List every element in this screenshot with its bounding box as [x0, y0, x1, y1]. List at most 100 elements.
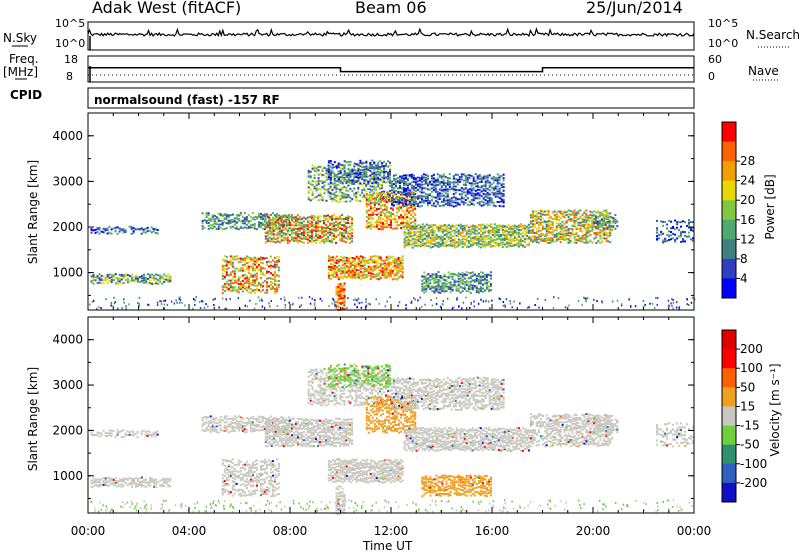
power-cell: [475, 277, 478, 280]
power-cell: [349, 264, 352, 267]
power-cell: [369, 174, 372, 177]
power-cell: [417, 234, 420, 237]
power-cell: [523, 227, 526, 230]
power-cell: [383, 262, 386, 265]
power-cell: [261, 289, 264, 291]
power-cell: [132, 276, 135, 279]
power-cell: [231, 262, 234, 265]
power-cell: [404, 213, 407, 216]
power-cell: [541, 221, 544, 223]
power-cell: [335, 166, 338, 169]
power-cell: [267, 270, 270, 273]
power-cell: [481, 231, 484, 234]
power-cell: [353, 192, 356, 195]
power-cell: [553, 216, 556, 219]
power-cell: [668, 234, 671, 237]
power-cell: [261, 222, 264, 225]
power-cell: [333, 195, 336, 198]
power-cell: [410, 206, 413, 209]
power-cell: [231, 261, 234, 264]
power-cell: [341, 287, 344, 290]
power-cell: [489, 236, 492, 239]
power-cell: [296, 233, 299, 235]
power-cell: [496, 201, 499, 203]
power-cell: [347, 167, 350, 170]
power-cell: [400, 217, 403, 220]
power-near-range-cell: [534, 304, 536, 306]
power-cell: [307, 196, 310, 199]
power-cell: [333, 198, 336, 201]
power-cell: [399, 184, 401, 187]
power-cell: [485, 279, 488, 282]
power-near-range-cell: [112, 305, 114, 308]
power-cell: [280, 239, 283, 242]
power-cell: [102, 231, 105, 234]
power-cell: [543, 210, 546, 213]
power-cell: [257, 257, 260, 260]
power-cell: [353, 194, 356, 197]
power-cell: [253, 227, 256, 230]
power-cell: [243, 287, 246, 290]
power-cell: [118, 273, 121, 276]
power-cell: [469, 245, 472, 248]
power-cell: [444, 185, 447, 188]
power-cell: [573, 209, 576, 212]
power-cell: [469, 272, 472, 275]
power-cell: [253, 275, 256, 278]
power-cell: [347, 262, 350, 265]
power-cell: [355, 199, 358, 202]
power-cell: [253, 222, 256, 225]
power-cell: [163, 280, 166, 283]
power-cell: [565, 229, 568, 232]
power-cell: [335, 224, 337, 227]
power-cell: [265, 272, 268, 274]
power-cell: [441, 287, 444, 290]
power-cell: [614, 228, 617, 230]
power-cell: [490, 177, 493, 180]
power-cell: [479, 238, 482, 241]
power-cell: [122, 228, 125, 231]
power-cell: [478, 189, 481, 191]
power-cell: [235, 221, 238, 224]
power-cell: [429, 239, 432, 242]
power-near-range-cell: [668, 304, 670, 307]
power-cell: [245, 216, 248, 219]
power-cell: [341, 288, 344, 291]
power-cell: [243, 218, 246, 221]
power-cell: [272, 223, 275, 225]
power-cell: [414, 193, 417, 195]
power-cell: [496, 189, 499, 192]
power-cell: [278, 230, 281, 233]
power-cell: [494, 191, 497, 194]
power-cell: [486, 187, 489, 190]
power-cell: [686, 224, 688, 227]
power-cell: [235, 267, 238, 270]
power-cell: [395, 266, 398, 269]
power-cell: [347, 190, 350, 193]
power-cell: [449, 276, 452, 279]
power-cell: [163, 273, 166, 276]
power-cell: [239, 283, 242, 285]
power-cell: [112, 279, 115, 282]
power-cell: [436, 194, 439, 197]
power-cell: [488, 197, 491, 199]
power-cell: [420, 188, 423, 191]
power-cell: [444, 175, 447, 178]
power-cell: [275, 284, 278, 287]
power-cell: [389, 269, 392, 271]
power-cell: [223, 221, 226, 224]
power-cell: [251, 257, 254, 260]
power-cell: [367, 270, 370, 273]
power-cell: [341, 260, 344, 263]
power-cell: [331, 226, 333, 229]
power-cell: [369, 207, 372, 210]
power-cell: [397, 258, 400, 261]
power-cell: [387, 180, 389, 183]
power-cell: [274, 218, 277, 221]
power-cell: [323, 192, 326, 195]
power-cell: [351, 172, 354, 175]
power-cell: [388, 226, 390, 229]
power-cell: [377, 184, 380, 187]
power-cell: [337, 298, 340, 301]
power-cell: [391, 259, 394, 262]
